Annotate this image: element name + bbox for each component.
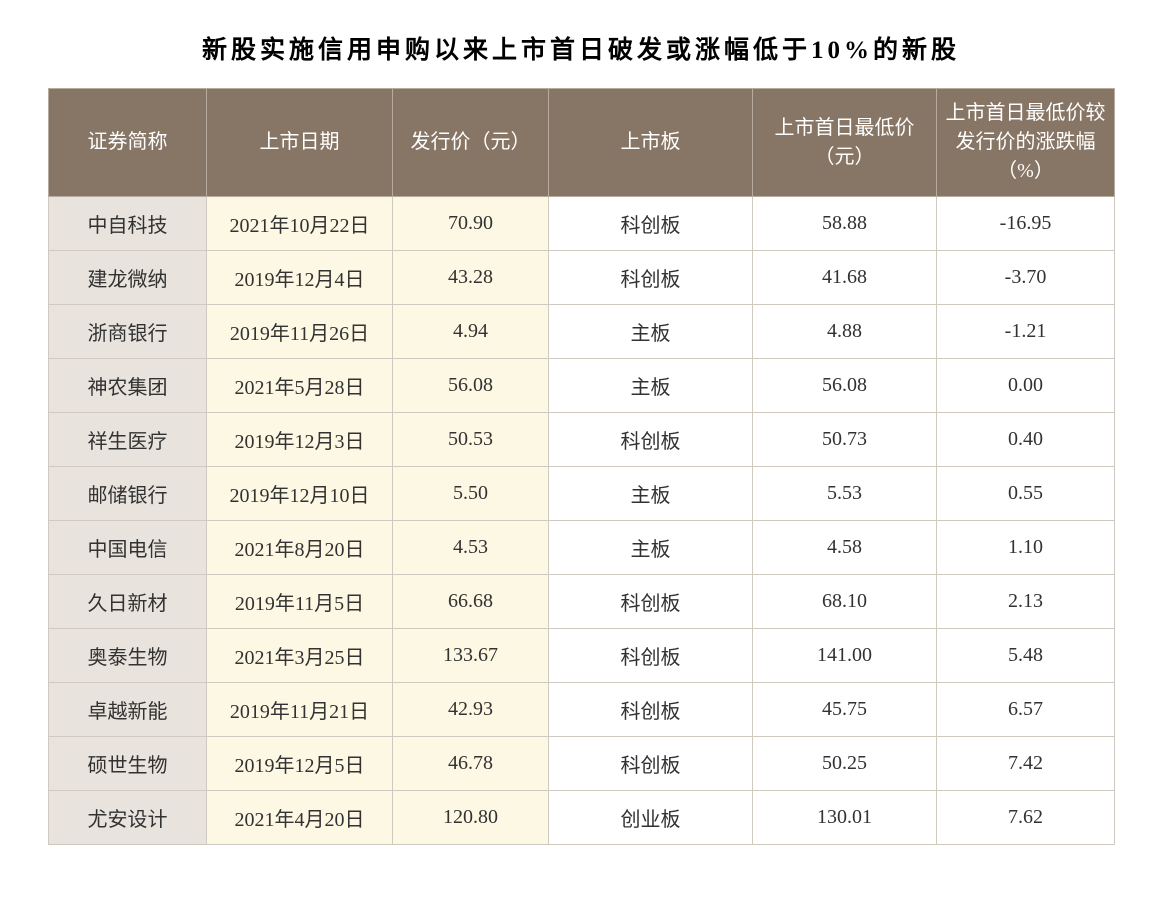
- cell-board: 主板: [549, 305, 753, 359]
- cell-low_price: 5.53: [753, 467, 937, 521]
- cell-pct: 1.10: [937, 521, 1115, 575]
- cell-name: 建龙微纳: [49, 251, 207, 305]
- cell-board: 科创板: [549, 413, 753, 467]
- table-row: 祥生医疗2019年12月3日50.53科创板50.730.40: [49, 413, 1115, 467]
- cell-issue_price: 4.94: [393, 305, 549, 359]
- cell-issue_price: 50.53: [393, 413, 549, 467]
- cell-name: 神农集团: [49, 359, 207, 413]
- cell-date: 2021年3月25日: [207, 629, 393, 683]
- cell-date: 2019年11月26日: [207, 305, 393, 359]
- cell-issue_price: 46.78: [393, 737, 549, 791]
- cell-date: 2021年4月20日: [207, 791, 393, 845]
- table-row: 中自科技2021年10月22日70.90科创板58.88-16.95: [49, 197, 1115, 251]
- col-header-3: 上市板: [549, 89, 753, 197]
- table-row: 久日新材2019年11月5日66.68科创板68.102.13: [49, 575, 1115, 629]
- cell-issue_price: 70.90: [393, 197, 549, 251]
- cell-name: 卓越新能: [49, 683, 207, 737]
- table-header-row: 证券简称上市日期发行价（元）上市板上市首日最低价（元）上市首日最低价较发行价的涨…: [49, 89, 1115, 197]
- cell-name: 祥生医疗: [49, 413, 207, 467]
- cell-date: 2019年12月4日: [207, 251, 393, 305]
- cell-pct: 0.40: [937, 413, 1115, 467]
- cell-name: 浙商银行: [49, 305, 207, 359]
- cell-board: 科创板: [549, 629, 753, 683]
- cell-low_price: 4.58: [753, 521, 937, 575]
- cell-low_price: 141.00: [753, 629, 937, 683]
- table-row: 奥泰生物2021年3月25日133.67科创板141.005.48: [49, 629, 1115, 683]
- cell-name: 邮储银行: [49, 467, 207, 521]
- cell-low_price: 58.88: [753, 197, 937, 251]
- cell-low_price: 68.10: [753, 575, 937, 629]
- cell-issue_price: 56.08: [393, 359, 549, 413]
- cell-issue_price: 120.80: [393, 791, 549, 845]
- cell-pct: 0.00: [937, 359, 1115, 413]
- cell-board: 创业板: [549, 791, 753, 845]
- page-title: 新股实施信用申购以来上市首日破发或涨幅低于10%的新股: [48, 30, 1114, 66]
- cell-issue_price: 42.93: [393, 683, 549, 737]
- col-header-4: 上市首日最低价（元）: [753, 89, 937, 197]
- cell-board: 主板: [549, 359, 753, 413]
- cell-date: 2021年10月22日: [207, 197, 393, 251]
- cell-name: 中自科技: [49, 197, 207, 251]
- table-row: 建龙微纳2019年12月4日43.28科创板41.68-3.70: [49, 251, 1115, 305]
- cell-board: 科创板: [549, 575, 753, 629]
- cell-name: 中国电信: [49, 521, 207, 575]
- cell-name: 久日新材: [49, 575, 207, 629]
- cell-low_price: 45.75: [753, 683, 937, 737]
- col-header-2: 发行价（元）: [393, 89, 549, 197]
- cell-pct: 7.62: [937, 791, 1115, 845]
- cell-board: 科创板: [549, 251, 753, 305]
- cell-board: 科创板: [549, 683, 753, 737]
- cell-date: 2019年12月10日: [207, 467, 393, 521]
- table-row: 尤安设计2021年4月20日120.80创业板130.017.62: [49, 791, 1115, 845]
- cell-pct: 7.42: [937, 737, 1115, 791]
- table-row: 浙商银行2019年11月26日4.94主板4.88-1.21: [49, 305, 1115, 359]
- cell-board: 科创板: [549, 737, 753, 791]
- col-header-0: 证券简称: [49, 89, 207, 197]
- cell-issue_price: 133.67: [393, 629, 549, 683]
- cell-date: 2021年8月20日: [207, 521, 393, 575]
- cell-low_price: 41.68: [753, 251, 937, 305]
- cell-pct: -16.95: [937, 197, 1115, 251]
- col-header-1: 上市日期: [207, 89, 393, 197]
- table-row: 硕世生物2019年12月5日46.78科创板50.257.42: [49, 737, 1115, 791]
- table-row: 中国电信2021年8月20日4.53主板4.581.10: [49, 521, 1115, 575]
- cell-low_price: 50.73: [753, 413, 937, 467]
- cell-board: 主板: [549, 467, 753, 521]
- cell-date: 2019年12月5日: [207, 737, 393, 791]
- cell-low_price: 4.88: [753, 305, 937, 359]
- cell-low_price: 50.25: [753, 737, 937, 791]
- cell-pct: 5.48: [937, 629, 1115, 683]
- table-row: 神农集团2021年5月28日56.08主板56.080.00: [49, 359, 1115, 413]
- cell-name: 尤安设计: [49, 791, 207, 845]
- ipo-table: 证券简称上市日期发行价（元）上市板上市首日最低价（元）上市首日最低价较发行价的涨…: [48, 88, 1115, 845]
- cell-issue_price: 66.68: [393, 575, 549, 629]
- col-header-5: 上市首日最低价较发行价的涨跌幅（%）: [937, 89, 1115, 197]
- cell-pct: -3.70: [937, 251, 1115, 305]
- cell-board: 科创板: [549, 197, 753, 251]
- cell-issue_price: 4.53: [393, 521, 549, 575]
- cell-low_price: 130.01: [753, 791, 937, 845]
- cell-pct: 0.55: [937, 467, 1115, 521]
- cell-pct: -1.21: [937, 305, 1115, 359]
- table-row: 邮储银行2019年12月10日5.50主板5.530.55: [49, 467, 1115, 521]
- cell-name: 奥泰生物: [49, 629, 207, 683]
- cell-issue_price: 43.28: [393, 251, 549, 305]
- cell-name: 硕世生物: [49, 737, 207, 791]
- cell-date: 2019年11月5日: [207, 575, 393, 629]
- cell-low_price: 56.08: [753, 359, 937, 413]
- cell-issue_price: 5.50: [393, 467, 549, 521]
- cell-board: 主板: [549, 521, 753, 575]
- cell-date: 2019年12月3日: [207, 413, 393, 467]
- cell-date: 2021年5月28日: [207, 359, 393, 413]
- cell-date: 2019年11月21日: [207, 683, 393, 737]
- cell-pct: 6.57: [937, 683, 1115, 737]
- cell-pct: 2.13: [937, 575, 1115, 629]
- table-row: 卓越新能2019年11月21日42.93科创板45.756.57: [49, 683, 1115, 737]
